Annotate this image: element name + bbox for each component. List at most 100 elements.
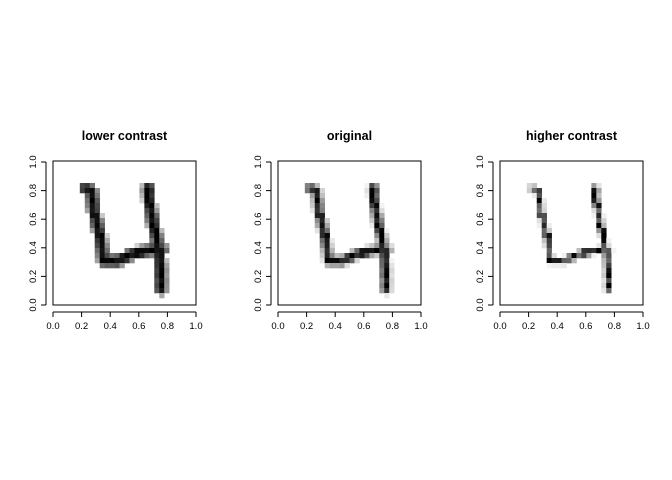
image-pixel bbox=[134, 253, 140, 259]
image-pixel bbox=[319, 193, 325, 199]
image-pixel bbox=[606, 263, 612, 269]
image-pixel bbox=[89, 193, 96, 199]
image-pixel bbox=[159, 293, 165, 299]
image-pixel bbox=[379, 243, 385, 249]
image-pixel bbox=[159, 238, 165, 244]
image-pixel bbox=[344, 263, 350, 269]
image-pixel bbox=[164, 283, 170, 289]
image-pixel bbox=[384, 273, 390, 279]
y-tick-label: 0.2 bbox=[253, 270, 264, 283]
image-pixel bbox=[79, 188, 86, 194]
image-pixel bbox=[606, 288, 612, 294]
plot-box bbox=[277, 160, 422, 306]
image-pixel bbox=[334, 258, 340, 264]
image-pixel bbox=[384, 248, 390, 254]
image-pixel bbox=[601, 213, 607, 219]
x-tick-label: 0.0 bbox=[46, 321, 59, 332]
image-pixel bbox=[119, 258, 125, 264]
image-pixel bbox=[149, 188, 155, 194]
y-tick-label: 0.4 bbox=[28, 241, 39, 254]
image-pixel bbox=[139, 243, 145, 249]
x-tick-label: 0.6 bbox=[357, 321, 370, 332]
x-tick-label: 0.4 bbox=[104, 321, 117, 332]
image-pixel bbox=[329, 243, 335, 249]
image-pixel bbox=[124, 248, 130, 254]
image-pixel bbox=[591, 188, 597, 194]
image-pixel bbox=[104, 253, 110, 259]
image-pixel bbox=[314, 193, 321, 199]
image-pixel bbox=[379, 223, 385, 229]
image-pixel bbox=[389, 268, 395, 274]
image-pixel bbox=[596, 213, 602, 219]
image-pixel bbox=[139, 198, 145, 204]
image-pixel bbox=[606, 268, 612, 274]
image-pixel bbox=[144, 248, 150, 254]
image-pixel bbox=[159, 253, 165, 259]
image-pixel bbox=[379, 253, 385, 259]
image-pixel bbox=[551, 253, 557, 259]
image-pixel bbox=[531, 193, 538, 199]
image-pixel bbox=[324, 233, 330, 239]
image-pixel bbox=[84, 183, 91, 189]
image-pixel bbox=[374, 223, 380, 229]
image-pixel bbox=[379, 258, 385, 264]
x-tick-label: 0.4 bbox=[329, 321, 342, 332]
image-pixel bbox=[601, 253, 607, 259]
image-pixel bbox=[374, 193, 380, 199]
image-pixel bbox=[144, 193, 150, 199]
image-pixel bbox=[389, 263, 395, 269]
image-pixel bbox=[99, 213, 105, 219]
image-pixel bbox=[134, 248, 140, 254]
image-pixel bbox=[149, 238, 155, 244]
image-pixel bbox=[369, 198, 375, 204]
image-pixel bbox=[149, 223, 155, 229]
image-pixel bbox=[319, 198, 325, 204]
image-pixel bbox=[354, 258, 360, 264]
image-pixel bbox=[149, 193, 155, 199]
image-pixel bbox=[526, 188, 533, 194]
image-pixel bbox=[601, 288, 607, 294]
image-pixel bbox=[571, 253, 577, 259]
image-pixel bbox=[99, 223, 105, 229]
image-pixel bbox=[334, 253, 340, 259]
image-pixel bbox=[596, 218, 602, 224]
image-pixel bbox=[384, 228, 390, 234]
image-pixel bbox=[374, 213, 380, 219]
image-pixel bbox=[164, 268, 170, 274]
y-tick-label: 1.0 bbox=[253, 155, 264, 168]
image-pixel bbox=[154, 203, 160, 209]
image-pixel bbox=[89, 183, 96, 189]
image-pixel bbox=[591, 198, 597, 204]
image-pixel bbox=[324, 228, 330, 234]
image-pixel bbox=[114, 263, 120, 269]
image-pixel bbox=[374, 208, 380, 214]
image-pixel bbox=[561, 258, 567, 264]
image-pixel bbox=[571, 258, 577, 264]
image-pixel bbox=[319, 233, 325, 239]
image-pixel bbox=[89, 213, 96, 219]
image-pixel bbox=[164, 273, 170, 279]
image-pixel bbox=[314, 223, 321, 229]
image-pixel bbox=[149, 208, 155, 214]
image-pixel bbox=[541, 228, 547, 234]
image-pixel bbox=[344, 253, 350, 259]
plot-box bbox=[499, 160, 644, 306]
chart-title: lower contrast bbox=[82, 129, 168, 143]
x-tick-label: 0.6 bbox=[579, 321, 592, 332]
image-pixel bbox=[601, 243, 607, 249]
image-pixel bbox=[144, 198, 150, 204]
image-pixel bbox=[324, 223, 330, 229]
image-pixel bbox=[119, 263, 125, 269]
image-pixel bbox=[364, 243, 370, 249]
image-cells bbox=[79, 183, 170, 299]
image-pixel bbox=[154, 228, 160, 234]
image-pixel bbox=[546, 243, 552, 249]
image-pixel bbox=[596, 248, 602, 254]
image-pixel bbox=[94, 198, 100, 204]
image-pixel bbox=[139, 188, 145, 194]
x-tick-label: 0.2 bbox=[300, 321, 313, 332]
image-pixel bbox=[379, 283, 385, 289]
image-pixel bbox=[144, 253, 150, 259]
image-pixel bbox=[596, 233, 602, 239]
image-pixel bbox=[144, 243, 150, 249]
